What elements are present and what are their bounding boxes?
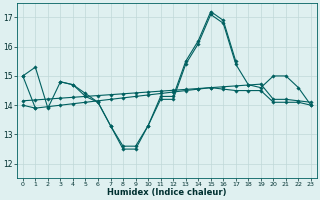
X-axis label: Humidex (Indice chaleur): Humidex (Indice chaleur) xyxy=(107,188,227,197)
